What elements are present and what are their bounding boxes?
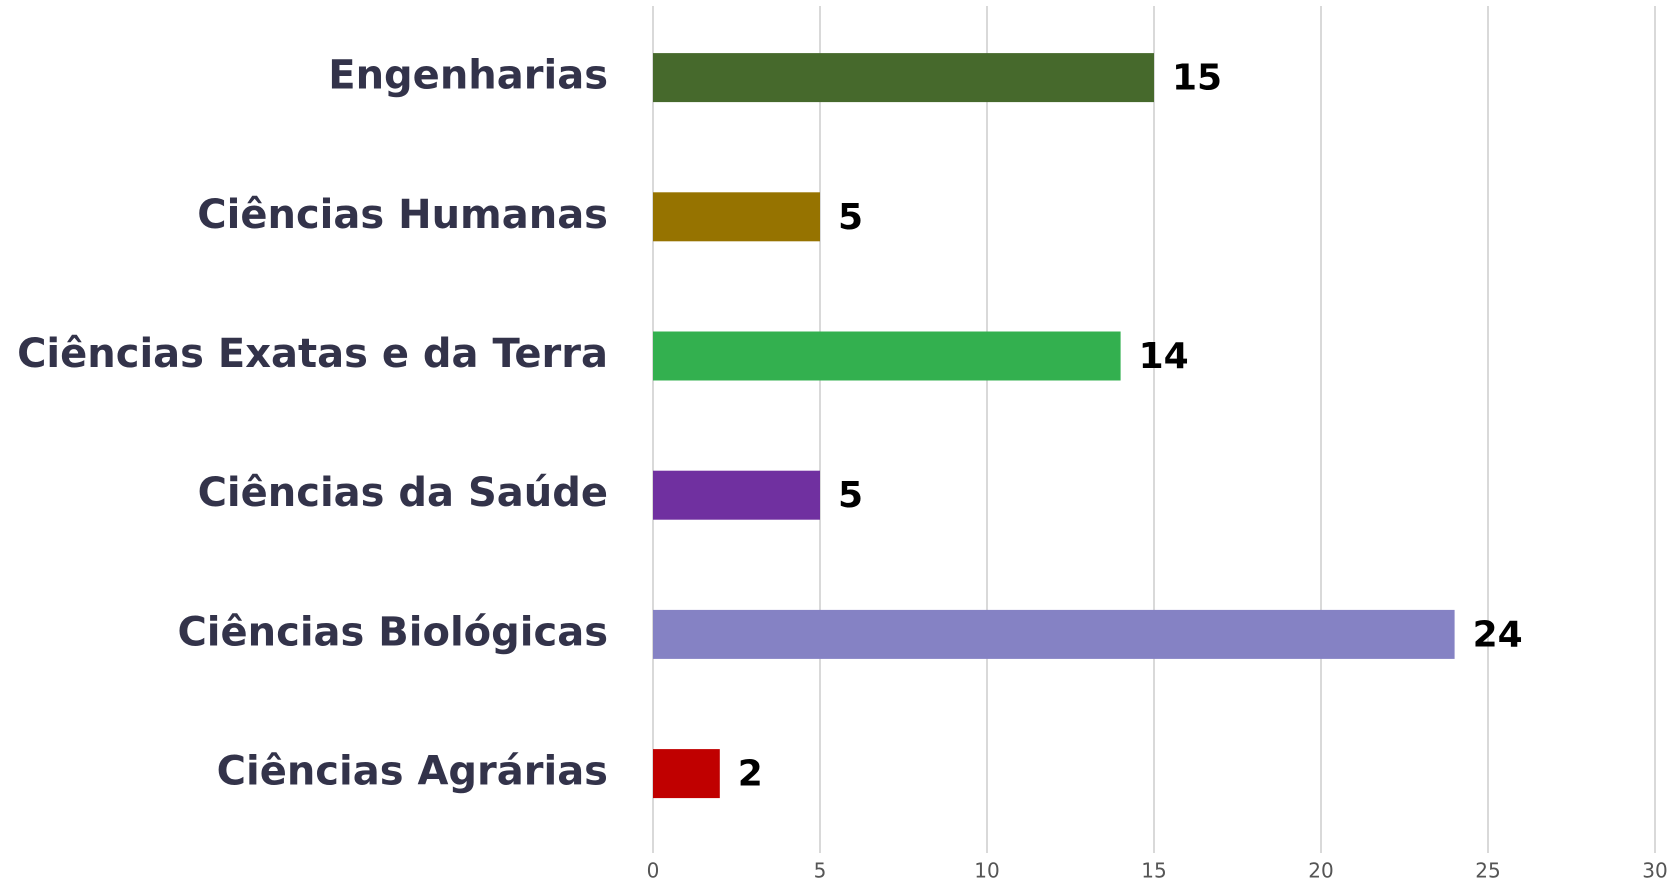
category-label: Engenharias	[328, 53, 608, 99]
bar	[653, 470, 820, 520]
value-label: 14	[1139, 336, 1189, 377]
x-tick-label: 0	[647, 859, 660, 883]
value-label: 2	[738, 754, 763, 795]
x-tick-label: 20	[1308, 859, 1333, 883]
x-tick-label: 25	[1475, 859, 1500, 883]
x-tick-label: 30	[1642, 859, 1667, 883]
x-tick-label: 10	[974, 859, 999, 883]
x-tick-label: 15	[1141, 859, 1166, 883]
bar	[653, 749, 720, 799]
category-label: Ciências Biológicas	[177, 609, 608, 655]
category-label: Ciências da Saúde	[198, 470, 608, 516]
value-label: 5	[838, 197, 863, 238]
value-label: 24	[1473, 614, 1523, 655]
bar	[653, 192, 820, 242]
bar	[653, 609, 1455, 659]
value-label: 15	[1172, 58, 1222, 99]
value-label: 5	[838, 475, 863, 516]
category-label: Ciências Exatas e da Terra	[17, 331, 608, 377]
bar	[653, 331, 1121, 381]
x-tick-label: 5	[814, 859, 827, 883]
category-label: Ciências Humanas	[197, 192, 608, 238]
bar	[653, 53, 1154, 103]
category-label: Ciências Agrárias	[217, 749, 608, 795]
